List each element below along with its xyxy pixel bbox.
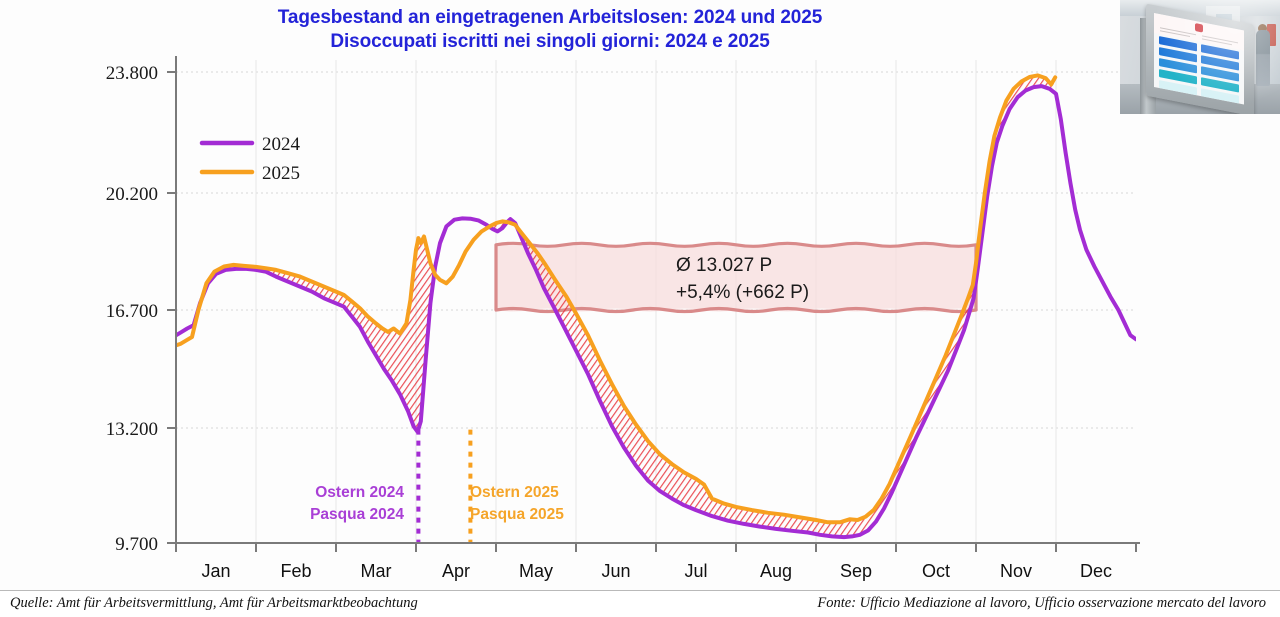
x-tick-label: Jan xyxy=(201,561,230,581)
average-value-text: Ø 13.027 P xyxy=(676,255,772,276)
easter-2024-label-it: Pasqua 2024 xyxy=(310,506,404,523)
y-tick-label: 23.800 xyxy=(106,63,158,84)
x-tick-label: Jun xyxy=(601,561,630,581)
easter-markers xyxy=(416,429,473,543)
title-italian: Disoccupati iscritti nei singoli giorni:… xyxy=(330,30,770,52)
easter-labels: Ostern 2024 Pasqua 2024 Ostern 2025 Pasq… xyxy=(310,484,564,523)
photo-red-wall-box xyxy=(1267,24,1276,46)
source-italian: Fonte: Ufficio Mediazione al lavoro, Uff… xyxy=(817,595,1266,611)
easter-2025-label-it: Pasqua 2025 xyxy=(470,506,564,523)
x-tick-label: Sep xyxy=(840,561,872,581)
x-tick-label: Feb xyxy=(280,561,311,581)
source-footer: Quelle: Amt für Arbeitsvermittlung, Amt … xyxy=(0,590,1280,617)
photo-person-two-head xyxy=(1258,24,1267,33)
band-fill xyxy=(496,243,976,312)
y-tick-label: 16.700 xyxy=(106,301,158,322)
legend-label-2024: 2024 xyxy=(262,134,301,155)
source-german: Quelle: Amt für Arbeitsvermittlung, Amt … xyxy=(10,595,418,611)
photo-light-overlay xyxy=(1120,0,1280,114)
x-tick-label: Mar xyxy=(361,561,392,581)
legend[interactable]: 2024 2025 xyxy=(199,134,301,184)
kiosk-photo-inset xyxy=(1120,0,1280,114)
y-tick-label: 9.700 xyxy=(115,534,158,555)
x-tick-label: May xyxy=(519,561,553,581)
x-tick-label: Dec xyxy=(1080,561,1112,581)
photo-person-two xyxy=(1256,30,1270,86)
y-tick-label: 13.200 xyxy=(106,419,158,440)
x-tick-label: Apr xyxy=(442,561,470,581)
hatched-difference-area xyxy=(518,75,1054,538)
average-band-label: Ø 13.027 P +5,4% (+662 P) xyxy=(676,255,809,303)
series-line-2024 xyxy=(176,84,1136,540)
band-top-edge xyxy=(494,241,978,248)
easter-2024-label-de: Ostern 2024 xyxy=(315,484,404,501)
average-delta-text: +5,4% (+662 P) xyxy=(676,282,809,303)
x-axis-tick-labels: Jan Feb Mar Apr May Jun Jul Aug Sep Oct Nov Dec xyxy=(201,561,1112,581)
series-lines xyxy=(176,73,1136,540)
series-line-2025 xyxy=(176,73,1058,525)
x-tick-label: Oct xyxy=(922,561,950,581)
easter-2025-label-de: Ostern 2025 xyxy=(470,484,559,501)
legend-label-2025: 2025 xyxy=(262,163,300,184)
x-tick-label: Nov xyxy=(1000,561,1032,581)
axes xyxy=(167,56,1140,552)
x-tick-label: Jul xyxy=(684,561,707,581)
y-axis-tick-labels: 9.700 13.200 16.700 20.200 23.800 xyxy=(106,63,158,555)
page-title: Tagesbestand an eingetragenen Arbeitslos… xyxy=(0,6,1100,54)
x-tick-label: Aug xyxy=(760,561,792,581)
title-german: Tagesbestand an eingetragenen Arbeitslos… xyxy=(277,7,823,28)
y-tick-label: 20.200 xyxy=(106,184,158,205)
